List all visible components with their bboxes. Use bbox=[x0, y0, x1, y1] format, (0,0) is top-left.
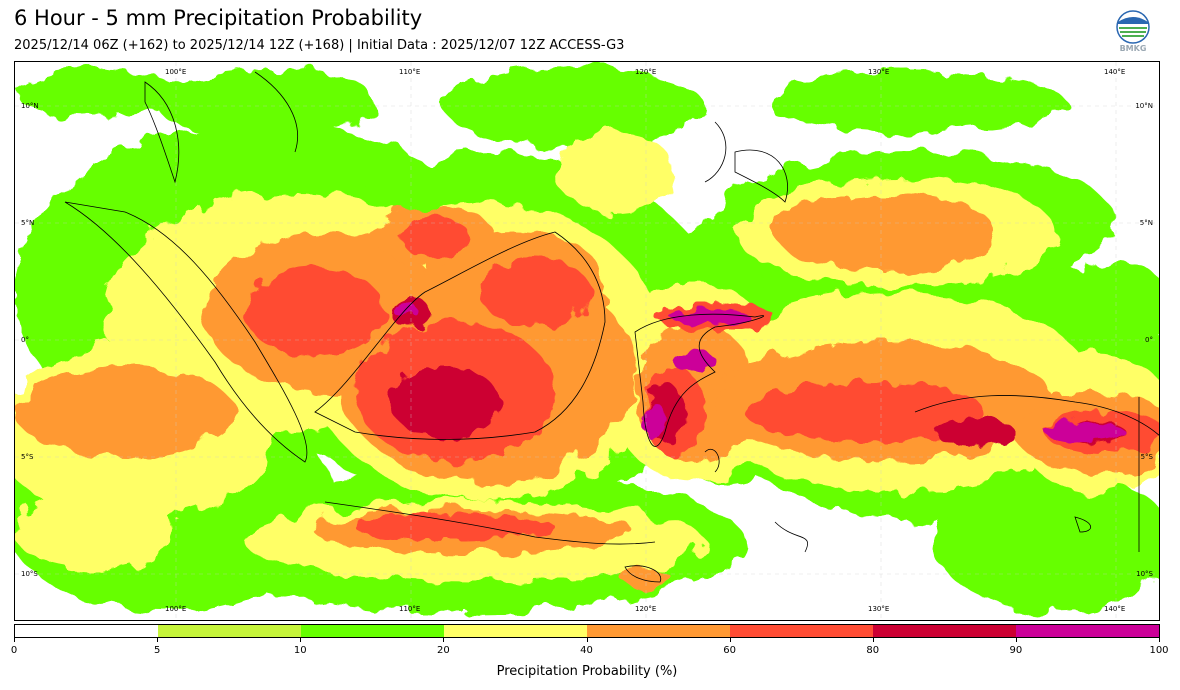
lat-label-left: 5°N bbox=[21, 219, 35, 227]
colorbar-segment bbox=[301, 625, 444, 637]
coastlines bbox=[64, 71, 1159, 583]
lon-label-bottom: 140°E bbox=[1104, 605, 1126, 613]
colorbar-segment bbox=[730, 625, 873, 637]
lat-label-right: 10°S bbox=[1136, 570, 1153, 578]
lon-label-bottom: 100°E bbox=[165, 605, 187, 613]
colorbar-tick-label: 100 bbox=[1149, 645, 1169, 656]
prob-band-90-100 bbox=[393, 302, 1125, 442]
colorbar-tick-label: 20 bbox=[437, 645, 450, 656]
colorbar-tick bbox=[1159, 638, 1160, 642]
lat-label-right: 5°N bbox=[1139, 219, 1153, 227]
lat-label-left: 0° bbox=[21, 336, 29, 344]
colorbar-segment bbox=[873, 625, 1016, 637]
lon-label-top: 110°E bbox=[399, 68, 421, 76]
colorbar-tick-label: 5 bbox=[153, 645, 161, 656]
colorbar-tick-label: 90 bbox=[1009, 645, 1023, 656]
colorbar-tick-label: 60 bbox=[723, 645, 736, 656]
lat-label-left: 10°N bbox=[21, 102, 39, 110]
colorbar-tick bbox=[300, 638, 302, 642]
lon-label-top: 100°E bbox=[165, 68, 187, 76]
colorbar-tick bbox=[443, 638, 445, 642]
map-fields bbox=[15, 62, 1159, 620]
colorbar-segment bbox=[1016, 625, 1159, 637]
lon-label-top: 130°E bbox=[868, 68, 890, 76]
lon-label-bottom: 110°E bbox=[399, 605, 421, 613]
lat-label-left: 5°S bbox=[21, 453, 34, 461]
lon-label-bottom: 120°E bbox=[635, 605, 657, 613]
colorbar bbox=[14, 624, 1160, 638]
colorbar-segment bbox=[444, 625, 587, 637]
logo-text: BMKG bbox=[1119, 44, 1147, 53]
bmkg-logo bbox=[1113, 10, 1153, 54]
colorbar-tick-label: 0 bbox=[10, 645, 18, 656]
colorbar-tick bbox=[872, 638, 874, 642]
lat-label-right: 10°N bbox=[1135, 102, 1153, 110]
colorbar-tick bbox=[14, 638, 15, 642]
colorbar-segment bbox=[158, 625, 301, 637]
lat-label-left: 10°S bbox=[21, 570, 38, 578]
lon-label-top: 140°E bbox=[1104, 68, 1126, 76]
colorbar-segment bbox=[587, 625, 730, 637]
colorbar-tick bbox=[157, 638, 159, 642]
lon-label-top: 120°E bbox=[635, 68, 657, 76]
colorbar-tick-label: 10 bbox=[293, 645, 307, 656]
lat-label-right: 0° bbox=[1145, 336, 1153, 344]
map-subtitle: 2025/12/14 06Z (+162) to 2025/12/14 12Z … bbox=[14, 38, 625, 53]
colorbar-tick-label: 40 bbox=[580, 645, 593, 656]
colorbar-tick bbox=[1015, 638, 1017, 642]
colorbar-segment bbox=[15, 625, 158, 637]
lon-label-bottom: 130°E bbox=[868, 605, 890, 613]
map-title: 6 Hour - 5 mm Precipitation Probability bbox=[14, 6, 423, 30]
colorbar-tick bbox=[586, 638, 588, 642]
colorbar-title: Precipitation Probability (%) bbox=[496, 664, 678, 679]
lat-label-right: 5°S bbox=[1140, 453, 1153, 461]
precipitation-map: 100°E 110°E 120°E 130°E 140°E 100°E 110°… bbox=[14, 61, 1160, 621]
graticule bbox=[15, 62, 1159, 620]
colorbar-tick-label: 80 bbox=[866, 645, 880, 656]
colorbar-tick bbox=[729, 638, 731, 642]
